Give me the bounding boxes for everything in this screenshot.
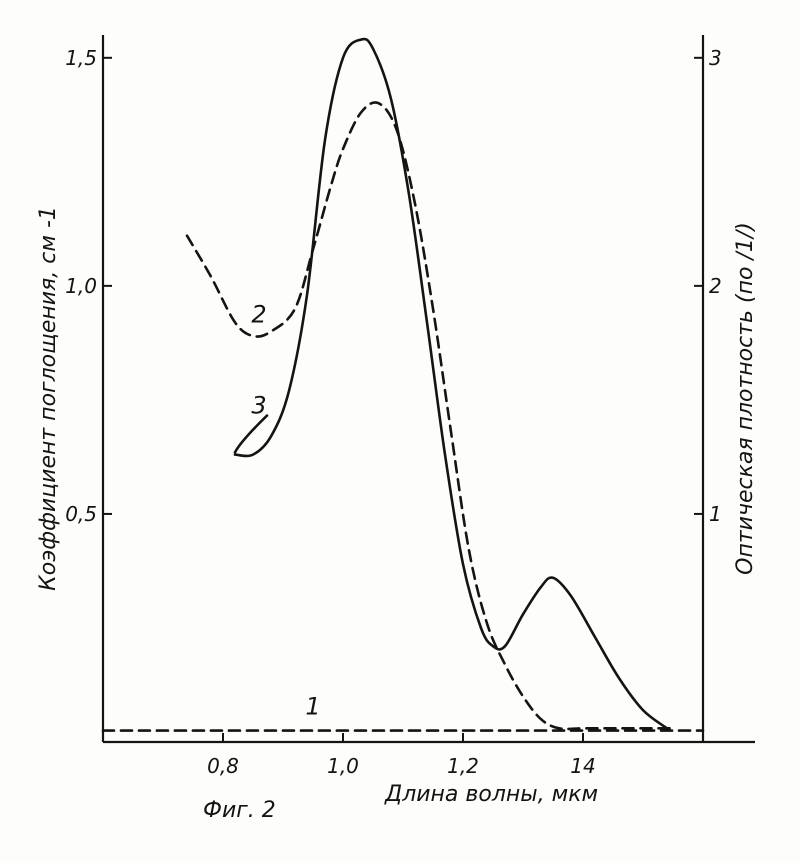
x-axis-title: Длина волны, мкм [384, 782, 598, 807]
figure-caption: Фиг. 2 [203, 798, 276, 823]
series-layer [103, 39, 703, 731]
y-tick-label: 1,5 [65, 46, 97, 70]
series-1-label: 1 [305, 693, 320, 721]
axis-ticks: 0,8 1,0 1,2 14 0,5 1,0 1,5 1 2 3 [65, 46, 722, 778]
series-labels: 1 2 3 [235, 300, 321, 720]
y-tick-label: 0,5 [65, 502, 97, 526]
x-tick-label: 1,0 [327, 754, 359, 778]
chart-axes [103, 35, 755, 742]
series-3-curve [235, 39, 667, 728]
y-axis-title: Коэффициент поглощения, см -1 [36, 206, 61, 591]
x-tick-label: 14 [570, 754, 595, 778]
x-tick-label: 1,2 [447, 754, 479, 778]
series-2-label: 2 [251, 300, 266, 328]
y2-tick-label: 3 [709, 46, 722, 70]
series-3-label: 3 [251, 392, 266, 420]
x-tick-label: 0,8 [207, 754, 239, 778]
y2-tick-label: 2 [709, 274, 722, 298]
y2-axis-title: Оптическая плотность (по /1/) [733, 222, 758, 575]
y2-tick-label: 1 [709, 502, 722, 526]
y-tick-label: 1,0 [65, 274, 97, 298]
